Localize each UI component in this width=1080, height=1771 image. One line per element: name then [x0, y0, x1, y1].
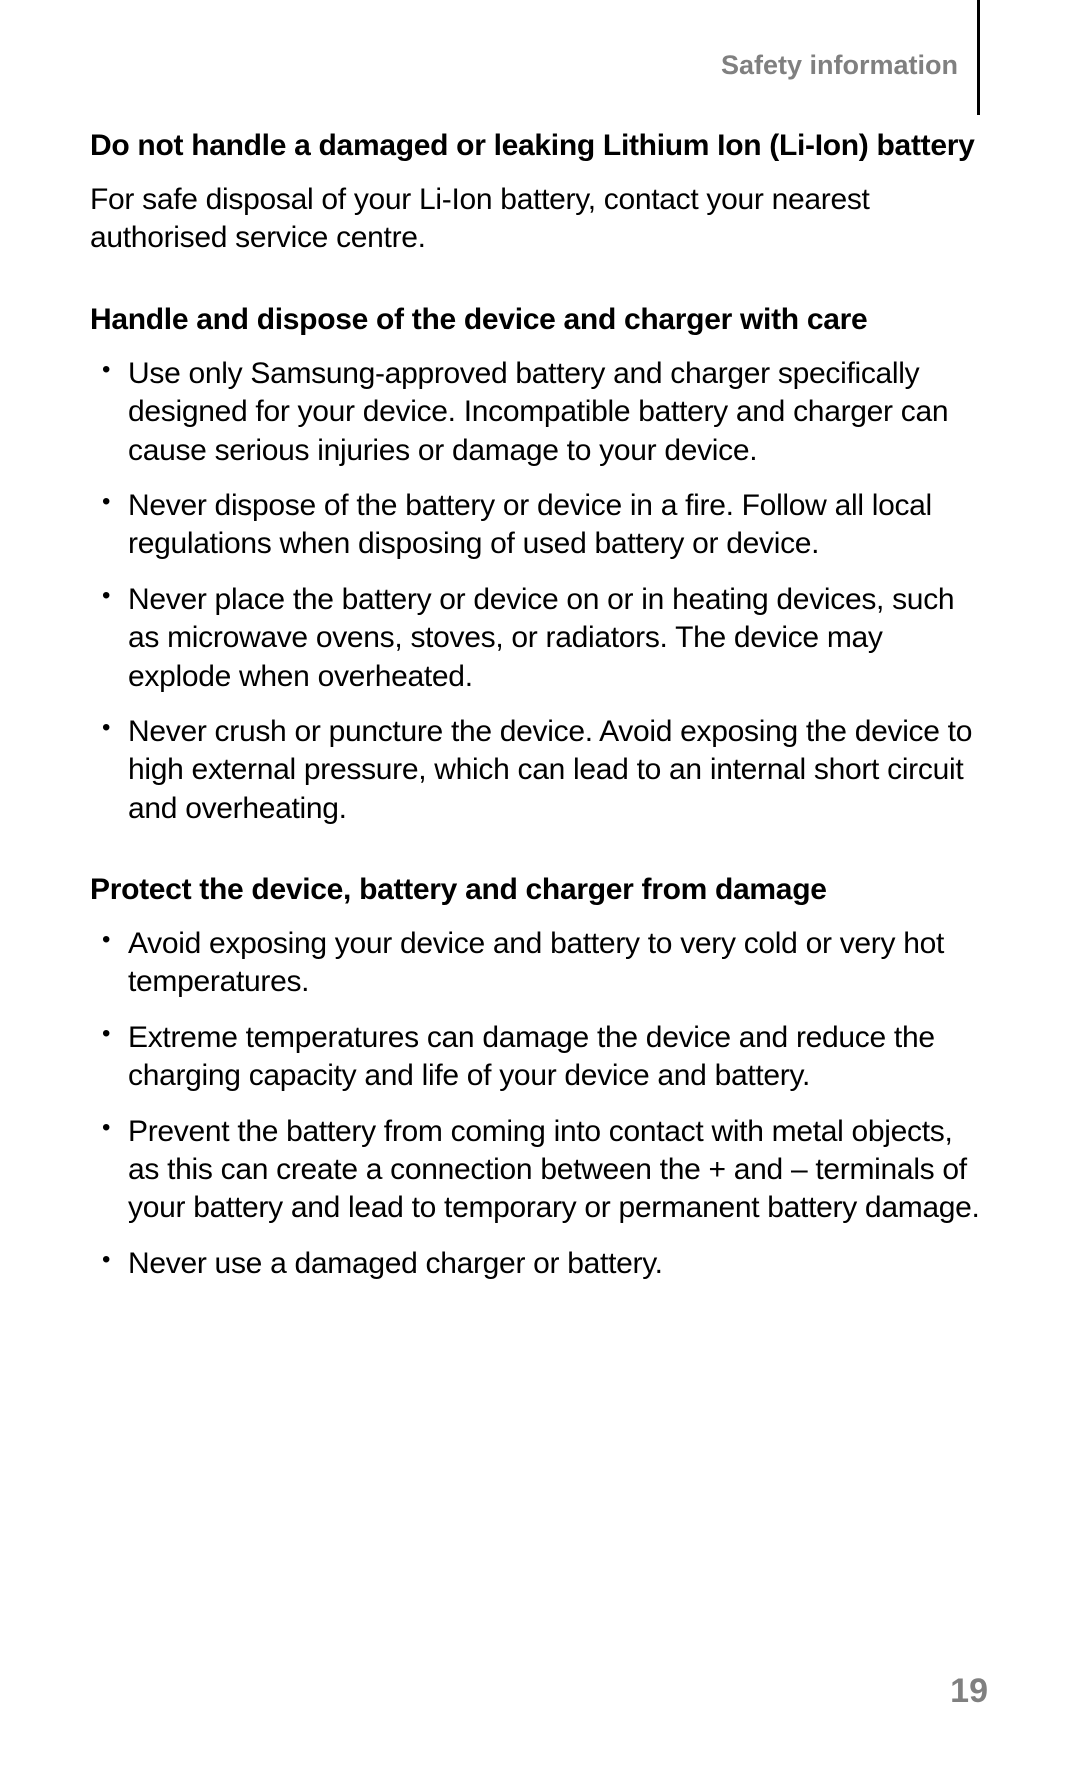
section-2: Handle and dispose of the device and cha…: [90, 300, 990, 828]
page-number: 19: [950, 1672, 988, 1711]
section-heading: Do not handle a damaged or leaking Lithi…: [90, 126, 990, 165]
list-item: Extreme temperatures can damage the devi…: [90, 1019, 990, 1096]
bullet-list: Avoid exposing your device and battery t…: [90, 925, 990, 1283]
list-item: Avoid exposing your device and battery t…: [90, 925, 990, 1002]
bullet-list: Use only Samsung-approved battery and ch…: [90, 355, 990, 828]
section-heading: Protect the device, battery and charger …: [90, 870, 990, 909]
page-header: Safety information: [90, 40, 990, 81]
list-item: Never dispose of the battery or device i…: [90, 487, 990, 564]
section-1: Do not handle a damaged or leaking Lithi…: [90, 126, 990, 258]
list-item: Prevent the battery from coming into con…: [90, 1113, 990, 1228]
section-heading: Handle and dispose of the device and cha…: [90, 300, 990, 339]
list-item: Never use a damaged charger or battery.: [90, 1245, 990, 1283]
section-paragraph: For safe disposal of your Li-Ion battery…: [90, 181, 990, 258]
content-area: Do not handle a damaged or leaking Lithi…: [90, 126, 990, 1283]
list-item: Never crush or puncture the device. Avoi…: [90, 713, 990, 828]
list-item: Use only Samsung-approved battery and ch…: [90, 355, 990, 470]
list-item: Never place the battery or device on or …: [90, 581, 990, 696]
header-rule: [977, 0, 980, 115]
section-label: Safety information: [90, 50, 990, 81]
section-3: Protect the device, battery and charger …: [90, 870, 990, 1283]
